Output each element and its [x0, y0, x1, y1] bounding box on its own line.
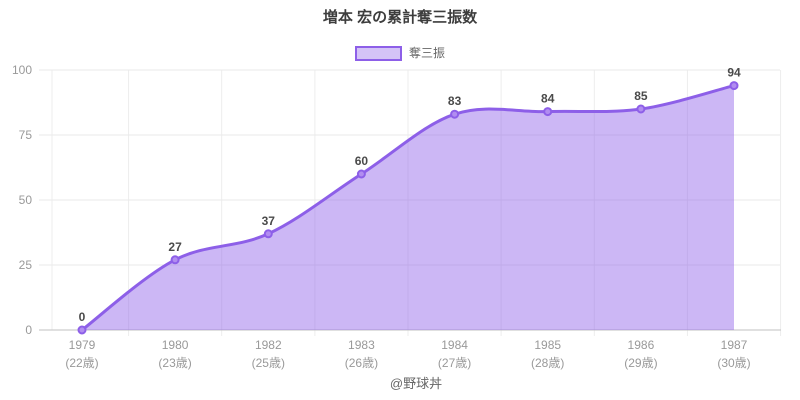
y-axis-tick-label: 75	[19, 128, 33, 142]
x-axis-tick-label: 1985	[534, 338, 561, 352]
x-axis-tick-sub-label: (25歳)	[252, 356, 285, 370]
x-axis-tick-label: 1984	[441, 338, 468, 352]
data-point[interactable]	[543, 107, 553, 117]
data-point-label: 27	[168, 240, 182, 254]
legend-label: 奪三振	[408, 45, 445, 60]
x-axis-tick-label: 1979	[69, 338, 96, 352]
data-point-label: 37	[262, 214, 276, 228]
y-axis-tick-label: 25	[19, 258, 33, 272]
x-axis-tick-sub-label: (29歳)	[624, 356, 657, 370]
data-point[interactable]	[356, 169, 366, 179]
data-point[interactable]	[77, 325, 87, 335]
footer-credit: @野球丼	[389, 376, 443, 391]
series-line	[80, 84, 736, 332]
x-axis-tick-label: 1983	[348, 338, 375, 352]
x-axis-tick-label: 1980	[162, 338, 189, 352]
data-point-label: 85	[634, 89, 648, 103]
x-axis-tick-sub-label: (22歳)	[65, 356, 98, 370]
x-axis-tick-label: 1987	[721, 338, 748, 352]
y-axis-tick-label: 100	[12, 63, 32, 77]
data-point-label: 84	[541, 92, 555, 106]
x-axis-tick-sub-label: (27歳)	[438, 356, 471, 370]
area-fill	[82, 85, 734, 330]
data-point[interactable]	[263, 229, 273, 239]
data-point-label: 0	[79, 310, 86, 324]
x-axis-tick-label: 1986	[628, 338, 655, 352]
data-point-label: 94	[727, 66, 741, 80]
x-axis-tick-label: 1982	[255, 338, 282, 352]
data-point-label: 83	[448, 94, 462, 108]
chart-title: 増本 宏の累計奪三振数	[322, 9, 478, 26]
y-axis-tick-label: 0	[25, 323, 32, 337]
x-axis-tick-sub-label: (30歳)	[717, 356, 750, 370]
x-axis-tick-sub-label: (28歳)	[531, 356, 564, 370]
data-point[interactable]	[729, 81, 739, 91]
data-point[interactable]	[170, 255, 180, 265]
data-point[interactable]	[450, 109, 460, 119]
data-point[interactable]	[636, 104, 646, 114]
data-point-label: 60	[355, 154, 369, 168]
legend-swatch	[354, 45, 402, 61]
y-axis-tick-label: 50	[19, 193, 33, 207]
x-axis-tick-sub-label: (23歳)	[158, 356, 191, 370]
legend-item[interactable]: 奪三振	[0, 44, 800, 62]
x-axis-tick-sub-label: (26歳)	[345, 356, 378, 370]
